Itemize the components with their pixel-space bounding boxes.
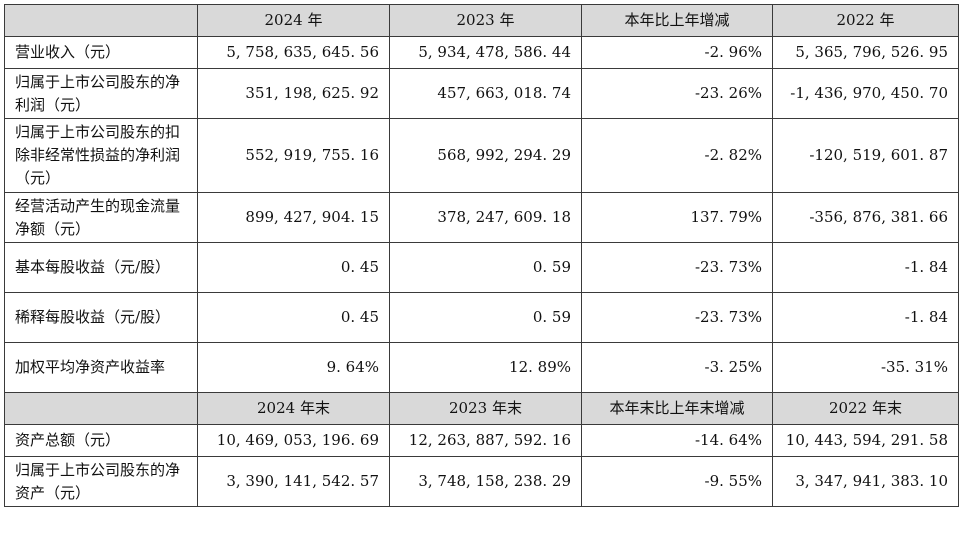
cell-change: -2. 96% [581,36,773,69]
subheader-year-end-2024: 2024 年末 [197,392,390,425]
header-year-2024: 2024 年 [197,4,390,37]
table-row: 资产总额（元） 10, 469, 053, 196. 69 12, 263, 8… [4,424,959,457]
table-header-row: 2024 年 2023 年 本年比上年增减 2022 年 [4,4,959,37]
table-subheader-row: 2024 年末 2023 年末 本年末比上年末增减 2022 年末 [4,392,959,425]
cell-2024: 9. 64% [197,342,390,393]
table-row: 经营活动产生的现金流量净额（元） 899, 427, 904. 15 378, … [4,192,959,243]
table-row: 营业收入（元） 5, 758, 635, 645. 56 5, 934, 478… [4,36,959,69]
cell-change: -23. 73% [581,242,773,293]
cell-change: -23. 26% [581,68,773,119]
subheader-year-end-2022: 2022 年末 [772,392,959,425]
row-label: 归属于上市公司股东的扣除非经常性损益的净利润（元） [4,118,198,193]
financial-summary-table: 2024 年 2023 年 本年比上年增减 2022 年 营业收入（元） 5, … [4,4,959,507]
cell-2023: 378, 247, 609. 18 [389,192,582,243]
row-label: 基本每股收益（元/股） [4,242,198,293]
cell-2023: 568, 992, 294. 29 [389,118,582,193]
row-label: 营业收入（元） [4,36,198,69]
row-label: 归属于上市公司股东的净资产（元） [4,456,198,507]
row-label: 经营活动产生的现金流量净额（元） [4,192,198,243]
table-row: 加权平均净资产收益率 9. 64% 12. 89% -3. 25% -35. 3… [4,342,959,393]
table-row: 归属于上市公司股东的扣除非经常性损益的净利润（元） 552, 919, 755.… [4,118,959,193]
header-corner-cell [4,4,198,37]
cell-2022: -356, 876, 381. 66 [772,192,959,243]
cell-2022: -1, 436, 970, 450. 70 [772,68,959,119]
cell-change: -2. 82% [581,118,773,193]
cell-2024: 5, 758, 635, 645. 56 [197,36,390,69]
cell-2023: 457, 663, 018. 74 [389,68,582,119]
cell-2022: -1. 84 [772,242,959,293]
cell-2022: -1. 84 [772,292,959,343]
cell-2023: 0. 59 [389,242,582,293]
row-label: 归属于上市公司股东的净利润（元） [4,68,198,119]
cell-change: -14. 64% [581,424,773,457]
row-label: 资产总额（元） [4,424,198,457]
cell-2024: 3, 390, 141, 542. 57 [197,456,390,507]
subheader-yoy-change: 本年末比上年末增减 [581,392,773,425]
cell-2024: 10, 469, 053, 196. 69 [197,424,390,457]
cell-2024: 899, 427, 904. 15 [197,192,390,243]
cell-2022: 3, 347, 941, 383. 10 [772,456,959,507]
cell-change: -9. 55% [581,456,773,507]
cell-change: 137. 79% [581,192,773,243]
cell-2022: -120, 519, 601. 87 [772,118,959,193]
header-yoy-change: 本年比上年增减 [581,4,773,37]
header-year-2022: 2022 年 [772,4,959,37]
subheader-corner-cell [4,392,198,425]
row-label: 加权平均净资产收益率 [4,342,198,393]
table-row: 归属于上市公司股东的净利润（元） 351, 198, 625. 92 457, … [4,68,959,119]
header-year-2023: 2023 年 [389,4,582,37]
cell-2023: 12. 89% [389,342,582,393]
cell-2024: 351, 198, 625. 92 [197,68,390,119]
cell-2024: 0. 45 [197,292,390,343]
cell-2023: 5, 934, 478, 586. 44 [389,36,582,69]
row-label: 稀释每股收益（元/股） [4,292,198,343]
cell-2023: 3, 748, 158, 238. 29 [389,456,582,507]
cell-change: -23. 73% [581,292,773,343]
cell-2023: 12, 263, 887, 592. 16 [389,424,582,457]
cell-2024: 552, 919, 755. 16 [197,118,390,193]
cell-2023: 0. 59 [389,292,582,343]
cell-2022: -35. 31% [772,342,959,393]
table-row: 归属于上市公司股东的净资产（元） 3, 390, 141, 542. 57 3,… [4,456,959,507]
table-row: 基本每股收益（元/股） 0. 45 0. 59 -23. 73% -1. 84 [4,242,959,293]
cell-2022: 10, 443, 594, 291. 58 [772,424,959,457]
cell-change: -3. 25% [581,342,773,393]
cell-2022: 5, 365, 796, 526. 95 [772,36,959,69]
table-row: 稀释每股收益（元/股） 0. 45 0. 59 -23. 73% -1. 84 [4,292,959,343]
subheader-year-end-2023: 2023 年末 [389,392,582,425]
cell-2024: 0. 45 [197,242,390,293]
